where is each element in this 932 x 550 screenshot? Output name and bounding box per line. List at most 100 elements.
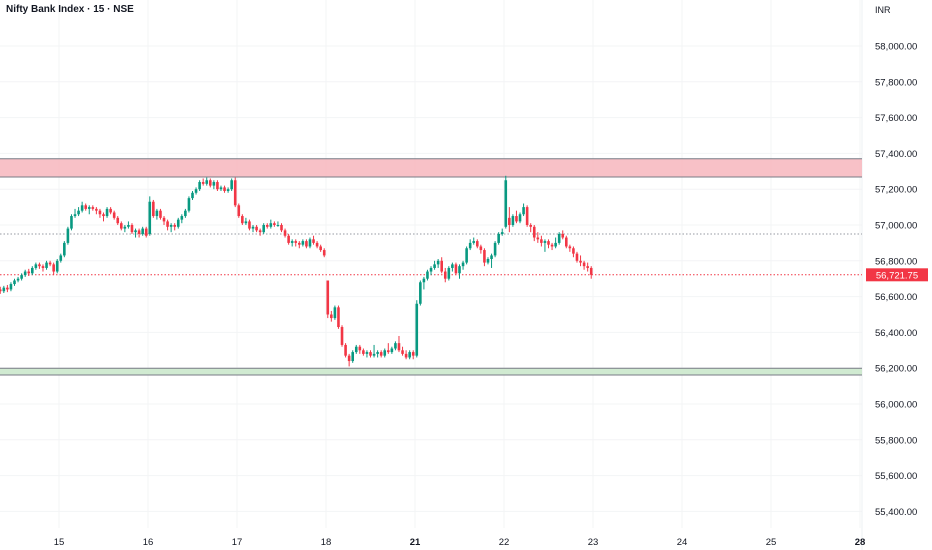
price-tick-label: 55,800.00 [875,435,917,446]
candle [532,225,536,242]
candle-body [294,241,298,243]
candle [45,260,48,270]
candle [52,262,55,276]
candle-body [176,219,180,227]
price-tick-label: 57,200.00 [875,185,917,196]
candle [283,228,287,238]
candle-body [454,264,458,274]
candle [31,266,34,276]
candle [95,207,98,215]
date-tick-label: 15 [54,537,65,548]
candle [41,264,45,272]
candle [162,216,166,225]
candle [152,199,155,218]
candle-body [184,210,187,217]
candle-body [404,353,408,358]
candle [493,241,497,258]
candle-body [497,233,500,243]
candle [500,228,504,236]
candle-body [337,307,340,328]
candle [589,266,593,279]
candle [294,239,298,247]
candle [529,223,532,233]
candle-body [137,230,141,234]
candle-body [387,350,390,353]
candle-body [511,216,515,225]
candle-body [226,189,230,191]
candle [63,241,66,258]
candle-body [134,230,137,233]
candle-body [479,246,483,251]
candle [137,228,141,238]
candle-body [233,180,237,206]
candle [16,276,20,283]
candle [451,262,454,272]
candle-body [565,237,568,247]
candle-body [269,223,273,227]
candle [536,232,540,243]
candle [547,239,550,249]
candle-body [34,264,38,268]
candle [422,276,426,290]
candle-body [436,260,440,265]
candle-body [152,201,155,217]
candle-body [422,278,426,283]
candle-body [48,262,52,265]
candle-body [518,214,522,222]
time-axis[interactable]: 15 16 17 18 21 22 23 24 25 28 [54,537,866,548]
candle [216,180,219,191]
candle [479,244,483,254]
price-tick-label: 55,600.00 [875,471,917,482]
candle [13,278,16,286]
candle [87,205,91,215]
candle-body [390,348,394,353]
candle [390,346,394,354]
candle-body [554,242,557,247]
candle [458,264,461,279]
candle-body [173,225,176,227]
candle [383,348,387,358]
candle [212,180,216,190]
candle [116,216,120,225]
candle [187,196,191,213]
candle-body [508,217,511,225]
candle-body [77,210,80,215]
candle-body [98,210,102,215]
candle-body [550,244,554,247]
candle-body [87,207,91,209]
candle [515,210,518,224]
candle [98,208,102,218]
candle-body [440,260,443,272]
candle [308,237,312,249]
candle [159,208,162,220]
candle-body [127,225,130,227]
candle-body [568,246,572,249]
candle-body [468,242,472,249]
candle-body [205,180,209,184]
candle [251,225,255,233]
candle-body [379,352,383,356]
candle-body [162,217,166,222]
price-axis[interactable]: 58,000.00 57,800.00 57,600.00 57,400.00 57,2… [866,42,928,518]
candle [91,205,95,211]
candle-body [13,280,16,285]
candle [550,242,554,251]
last-price-badge [866,268,928,282]
candle [443,267,447,283]
candle-body [70,216,73,229]
date-tick-label: 21 [410,537,421,548]
candle [298,241,301,249]
candle-body [283,230,287,236]
candle [20,273,23,281]
candle [70,214,73,231]
candle-body [276,225,280,226]
candle-body [159,210,162,218]
candle [209,178,212,188]
candle-body [326,280,330,315]
candle-body [532,226,536,238]
candle [522,203,525,217]
candle [525,205,529,227]
candle-body [500,232,504,234]
candle [305,239,308,249]
